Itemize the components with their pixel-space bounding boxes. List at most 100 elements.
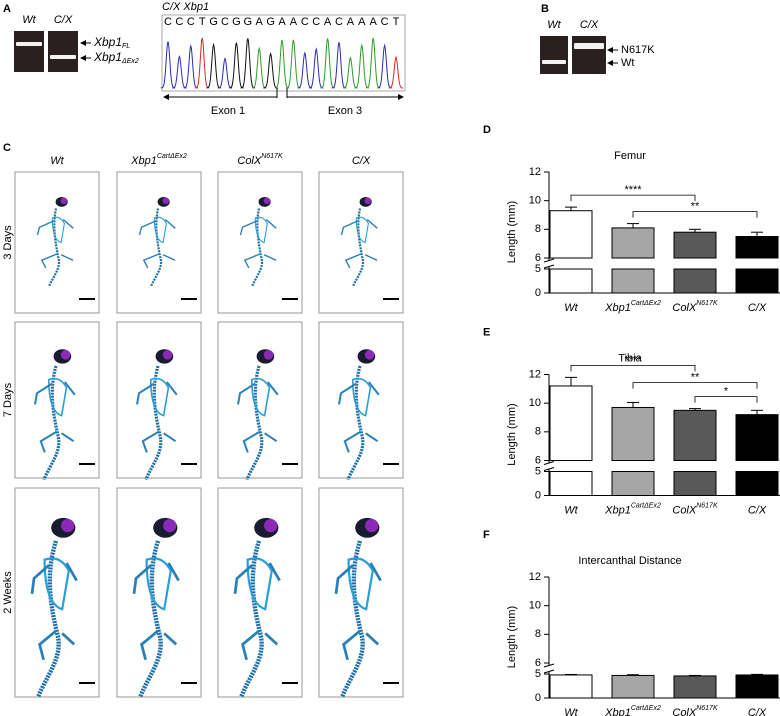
base-letter: A: [358, 16, 366, 28]
specimen-limbs: [36, 218, 74, 269]
y-tick-label: 8: [535, 426, 541, 438]
y-tick-label: 8: [535, 628, 541, 640]
gel-band: [574, 43, 604, 49]
trace-peak: [194, 37, 210, 89]
panel-label: D: [483, 124, 491, 136]
trace-peak: [388, 55, 404, 89]
x-tick-label: Xbp1CartΔEx2: [604, 502, 661, 516]
axis-break: [543, 461, 555, 465]
base-letter: C: [221, 16, 229, 28]
x-tick-label: C/X: [748, 504, 767, 516]
category-name: C/X: [748, 504, 767, 516]
trace-peak: [172, 54, 187, 89]
significance-bracket: [694, 396, 758, 403]
trace-peak: [320, 38, 335, 89]
base-letter: A: [278, 16, 286, 28]
band-name: Xbp1: [93, 35, 122, 49]
axis-break: [543, 467, 555, 471]
specimen-frame: [217, 321, 303, 479]
y-tick-label: 0: [535, 692, 541, 704]
base-letter: A: [290, 16, 298, 28]
band-label: N617K: [621, 44, 655, 56]
axis-break: [543, 264, 555, 269]
specimen-spine: [47, 208, 61, 288]
column-name: Wt: [50, 155, 64, 167]
category-superscript: N617K: [696, 502, 718, 509]
base-letter: G: [244, 16, 253, 28]
band-name: Xbp1: [93, 50, 122, 64]
specimen-frame: [116, 171, 202, 314]
column-header: ColXN617K: [237, 153, 283, 167]
category-name: Wt: [564, 504, 578, 516]
category-superscript: N617K: [696, 300, 718, 307]
significance-bracket: [570, 194, 696, 202]
y-tick-label: 10: [529, 600, 541, 612]
specimen-ribcage: [351, 377, 372, 417]
base-letter: C: [301, 16, 309, 28]
significance-label: ****: [624, 184, 642, 196]
category-name: ColX: [672, 707, 697, 716]
category-name: Xbp1: [604, 302, 631, 314]
base-letter: C: [175, 16, 183, 28]
significance-label: ****: [624, 354, 642, 366]
specimen-limbs: [138, 218, 176, 269]
bar: [735, 414, 779, 461]
y-tick-label: 0: [535, 287, 541, 299]
category-name: Xbp1: [604, 707, 631, 716]
axis-break: [543, 669, 555, 674]
specimen-limbs: [136, 381, 178, 453]
y-tick-label: 12: [529, 166, 541, 178]
gel-image: [48, 31, 78, 72]
exon-label: Exon 1: [211, 105, 245, 117]
bar: [735, 674, 779, 699]
base-letter: C: [312, 16, 320, 28]
chromatogram-title: C/X Xbp1: [162, 1, 209, 13]
gel-lane-label: C/X: [54, 14, 73, 26]
specimen-spine: [149, 208, 163, 288]
base-letter: G: [266, 16, 275, 28]
specimen-ribcage: [47, 377, 68, 417]
y-tick-label: 5: [535, 668, 541, 680]
bar: [549, 674, 593, 699]
base-letter: A: [256, 16, 264, 28]
specimen-spine: [339, 540, 365, 699]
category-name: Wt: [564, 302, 578, 314]
x-tick-label: Wt: [564, 302, 578, 314]
base-letter: A: [324, 16, 332, 28]
gel-lane-label: C/X: [580, 19, 599, 31]
significance-bracket: [570, 364, 696, 372]
chart-title: Intercanthal Distance: [578, 555, 681, 567]
specimen-limbs: [239, 218, 277, 269]
x-tick-label: Xbp1CartΔEx2: [604, 300, 661, 314]
specimen-limbs: [30, 562, 78, 661]
x-tick-label: ColXN617K: [672, 300, 718, 314]
trace-peak: [286, 39, 301, 89]
trace-peak: [343, 56, 358, 89]
gel-image: [540, 36, 568, 74]
specimen-frame: [14, 321, 100, 479]
trace-peak: [183, 44, 199, 89]
specimen-ribcage: [145, 557, 172, 611]
specimen-frame: [318, 171, 404, 314]
bar-lower: [611, 268, 655, 294]
category-superscript: CartΔEx2: [631, 300, 661, 307]
x-tick-label: Xbp1CartΔEx2: [604, 705, 661, 716]
bar-lower: [735, 471, 779, 496]
bar: [673, 231, 717, 259]
gel-image: [14, 31, 44, 72]
y-axis-label: Length (mm): [506, 606, 518, 668]
y-tick-label: 0: [535, 489, 541, 501]
gel-band: [16, 42, 42, 46]
base-letter: A: [370, 16, 378, 28]
specimen-skull-stain: [365, 519, 379, 533]
trace-peak: [274, 39, 290, 89]
trace-peak: [160, 41, 176, 89]
specimen-limbs: [233, 562, 281, 661]
y-tick-label: 10: [529, 195, 541, 207]
chart-title: Tibia: [618, 352, 642, 364]
band-label: Xbp1FL: [93, 35, 130, 50]
y-tick-label: 12: [529, 571, 541, 583]
trace-peak: [365, 37, 381, 89]
bar: [611, 406, 655, 462]
category-superscript: N617K: [696, 705, 718, 712]
